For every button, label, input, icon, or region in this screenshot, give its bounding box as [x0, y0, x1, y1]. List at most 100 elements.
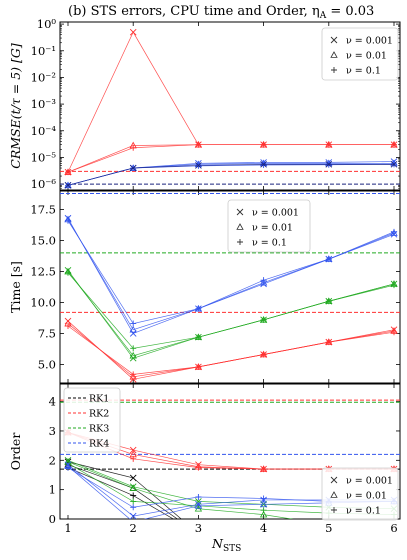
y-tick-label: 10⁻² [31, 70, 56, 84]
y-tick-label: 10⁻⁴ [31, 124, 57, 138]
data-point [260, 495, 267, 502]
data-point [259, 510, 268, 518]
x-tick-label: 3 [195, 521, 202, 535]
series-line-green-plus [67, 272, 395, 349]
marker-legend: ν = 0.001 ν = 0.01 ν = 0.1 [321, 27, 399, 81]
x-tick-label: 6 [390, 521, 397, 535]
data-point [129, 512, 137, 519]
x-tick-label: 2 [130, 521, 137, 535]
data-point [391, 141, 397, 148]
plot-area [60, 192, 400, 383]
data-point [129, 474, 137, 482]
data-point [194, 501, 203, 509]
legend-label: ν = 0.01 [346, 51, 387, 62]
y-tick-label: 15.0 [30, 234, 56, 248]
legend-box [227, 199, 311, 253]
data-point [65, 323, 71, 330]
data-point [65, 464, 71, 471]
x-tick-labels: 1 2 3 4 5 6 [64, 521, 397, 535]
data-point [260, 507, 267, 514]
data-point [260, 277, 267, 284]
data-point [195, 363, 202, 370]
series-line-green-x [67, 270, 395, 359]
data-point [259, 500, 268, 508]
legend-label: ν = 0.001 [346, 36, 393, 47]
x-tick-label: 4 [260, 521, 267, 535]
data-point [130, 498, 137, 505]
data-point [130, 345, 137, 352]
data-point [325, 339, 332, 346]
data-point [325, 298, 332, 305]
x-tick-label: 5 [325, 521, 332, 535]
legend-box [321, 467, 399, 521]
panel-3: 0 1 2 3 4 Order ν = 0.001 ν = 0.01 ν = 0.1 RK1 RK2… [8, 383, 401, 526]
data-point [130, 492, 137, 499]
data-point [391, 329, 397, 336]
data-point [129, 446, 137, 454]
panel-frame [59, 190, 401, 384]
data-point [325, 141, 332, 148]
data-point [195, 162, 202, 169]
y-tick-label: 10⁻³ [31, 97, 57, 111]
data-point [65, 217, 71, 224]
legend-marker [330, 51, 338, 58]
series-line-red-triangle [67, 323, 395, 378]
data-point [195, 305, 202, 312]
legend-label: ν = 0.001 [252, 208, 299, 219]
data-point [390, 161, 398, 168]
data-point [130, 371, 137, 378]
data-point [129, 484, 137, 491]
legend-marker [331, 507, 337, 513]
legend-label: RK4 [89, 439, 109, 450]
data-point [129, 372, 137, 380]
y-tick-label: 4 [49, 395, 56, 409]
legend-label: ν = 0.1 [252, 238, 287, 249]
data-point [130, 144, 137, 151]
figure-title: (b) STS errors, CPU time and Order, ηA =… [68, 4, 374, 21]
legend-marker [331, 67, 337, 73]
series-line-red-triangle [67, 144, 394, 173]
data-point [195, 493, 202, 500]
marker-legend: ν = 0.001 ν = 0.01 ν = 0.1 [321, 467, 399, 521]
data-point [260, 466, 267, 473]
series-line-green-triangle [67, 461, 294, 519]
data-point [129, 325, 137, 333]
series-line-navy-x [67, 163, 394, 186]
data-point [260, 316, 267, 323]
legend-label: RK3 [89, 424, 109, 435]
y-tick-label: 1 [49, 483, 56, 497]
legend-marker [236, 223, 244, 230]
data-point [130, 455, 137, 462]
y-tick-label: 10.0 [30, 295, 56, 309]
data-point [129, 351, 137, 359]
data-point [195, 141, 202, 148]
data-point [260, 351, 267, 358]
y-tick-label: 10⁻¹ [31, 44, 56, 58]
method-legend: RK1 RK2 RK3 RK4 [63, 387, 121, 453]
legend-label: RK1 [89, 394, 109, 405]
data-point [129, 28, 137, 36]
data-point [129, 164, 137, 172]
series-line-red-plus [67, 144, 394, 173]
legend-label: ν = 0.01 [346, 491, 387, 502]
data-point [195, 464, 202, 471]
data-point [260, 141, 267, 148]
legend-label: ν = 0.01 [252, 223, 293, 234]
y-tick-label: 7.5 [38, 326, 56, 340]
y-tick-label: 5.0 [38, 357, 56, 371]
y-tick-label: 12.5 [30, 265, 56, 279]
data-point [391, 228, 397, 235]
x-tick-label: 1 [64, 521, 71, 535]
legend-box [63, 387, 121, 453]
y-axis-label: CRMSE(t/τ = 5) [G] [8, 43, 23, 169]
data-point [260, 161, 267, 168]
legend-label: ν = 0.001 [346, 476, 393, 487]
series-line-blue-plus [67, 163, 395, 186]
panel-frame [59, 21, 401, 191]
data-point [260, 161, 267, 168]
y-tick-label: 10⁻⁶ [31, 177, 57, 191]
y-tick-label: 10⁻⁵ [31, 150, 57, 164]
series-line-red-plus [67, 325, 395, 375]
